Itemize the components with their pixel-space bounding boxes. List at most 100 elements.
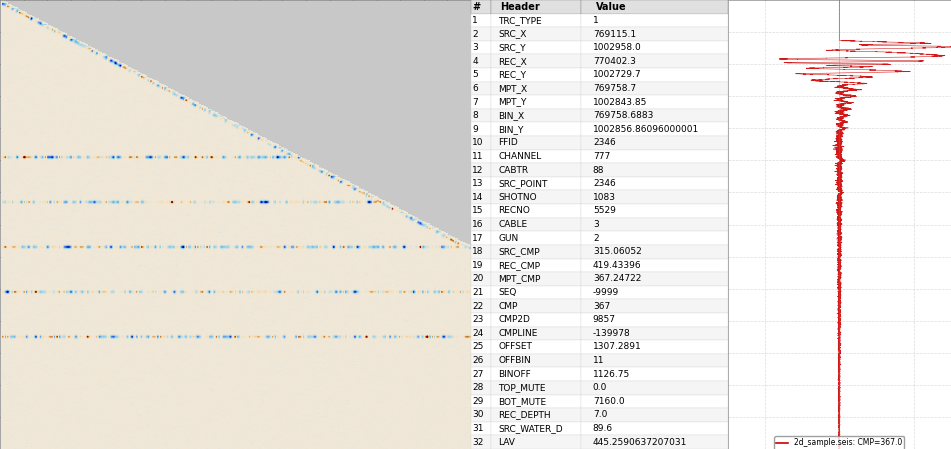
Text: REC_DEPTH: REC_DEPTH [498,410,551,419]
Bar [471,0,492,13]
Text: 10: 10 [473,138,484,147]
Bar [471,177,492,190]
Bar [492,272,581,286]
Text: 29: 29 [473,397,484,406]
Text: 1002958.0: 1002958.0 [592,43,642,52]
Bar [581,41,728,54]
Bar [581,95,728,109]
Text: 30: 30 [473,410,484,419]
Text: CABTR: CABTR [498,166,529,175]
Bar [471,231,492,245]
Bar [581,272,728,286]
Bar [492,163,581,177]
Text: 13: 13 [473,179,484,188]
Text: 9: 9 [473,125,478,134]
Text: 2346: 2346 [592,179,615,188]
Bar [492,150,581,163]
Bar [492,245,581,259]
Bar [471,354,492,367]
Text: 24: 24 [473,329,484,338]
Bar [492,286,581,299]
Bar [581,422,728,436]
Bar [492,354,581,367]
Text: 2: 2 [592,233,598,242]
Text: Header: Header [500,2,540,12]
Text: 1: 1 [592,16,598,25]
Text: 28: 28 [473,383,484,392]
Bar [471,163,492,177]
Bar [581,150,728,163]
Bar [471,422,492,436]
Bar [492,54,581,68]
Text: RECNO: RECNO [498,207,531,216]
Text: MPT_CMP: MPT_CMP [498,274,541,283]
Text: CMP2D: CMP2D [498,315,531,324]
Bar [581,27,728,41]
Bar [581,245,728,259]
Text: MPT_X: MPT_X [498,84,528,93]
Text: FFID: FFID [498,138,518,147]
Text: 367: 367 [592,302,611,311]
Text: Value: Value [595,2,627,12]
Text: -9999: -9999 [592,288,619,297]
Bar [471,41,492,54]
Bar [492,95,581,109]
Text: 769115.1: 769115.1 [592,30,636,39]
Bar [581,136,728,150]
Text: CMP: CMP [498,302,518,311]
Bar [471,326,492,340]
Legend: 2d_sample.seis: CMP=367.0: 2d_sample.seis: CMP=367.0 [774,436,904,449]
Bar [492,395,581,408]
Text: REC_X: REC_X [498,57,527,66]
Text: 23: 23 [473,315,484,324]
Bar [471,272,492,286]
Text: REC_Y: REC_Y [498,70,527,79]
Text: 777: 777 [592,152,611,161]
Bar [492,367,581,381]
Bar [471,408,492,422]
Bar [471,68,492,82]
Text: 3: 3 [592,220,598,229]
Text: 32: 32 [473,438,484,447]
Text: 1002856.86096000001: 1002856.86096000001 [592,125,699,134]
Text: 7: 7 [473,97,478,106]
Text: 20: 20 [473,274,484,283]
Bar [471,299,492,313]
Bar [581,54,728,68]
Bar [492,381,581,395]
Text: CHANNEL: CHANNEL [498,152,542,161]
Bar [492,204,581,218]
Bar [492,313,581,326]
Text: LAV: LAV [498,438,515,447]
Bar [471,123,492,136]
Bar [492,41,581,54]
Text: 419.43396: 419.43396 [592,261,642,270]
Bar [492,299,581,313]
Text: 17: 17 [473,233,484,242]
Bar [471,109,492,123]
Text: CMPLINE: CMPLINE [498,329,538,338]
Text: 769758.6883: 769758.6883 [592,111,653,120]
Text: 31: 31 [473,424,484,433]
Text: 7.0: 7.0 [592,410,608,419]
Bar [581,367,728,381]
Text: GUN: GUN [498,233,518,242]
Text: 5529: 5529 [592,207,615,216]
Bar [581,123,728,136]
Bar [471,395,492,408]
Text: 5: 5 [473,70,478,79]
Text: 2346: 2346 [592,138,615,147]
Text: SRC_POINT: SRC_POINT [498,179,548,188]
Text: 1126.75: 1126.75 [592,370,631,379]
Bar [581,354,728,367]
Text: SEQ: SEQ [498,288,516,297]
Text: 16: 16 [473,220,484,229]
Bar [471,436,492,449]
Bar [581,190,728,204]
Text: 1: 1 [473,16,478,25]
Bar [492,436,581,449]
Text: SRC_Y: SRC_Y [498,43,526,52]
Text: 769758.7: 769758.7 [592,84,636,93]
Text: REC_CMP: REC_CMP [498,261,540,270]
Bar [581,340,728,354]
